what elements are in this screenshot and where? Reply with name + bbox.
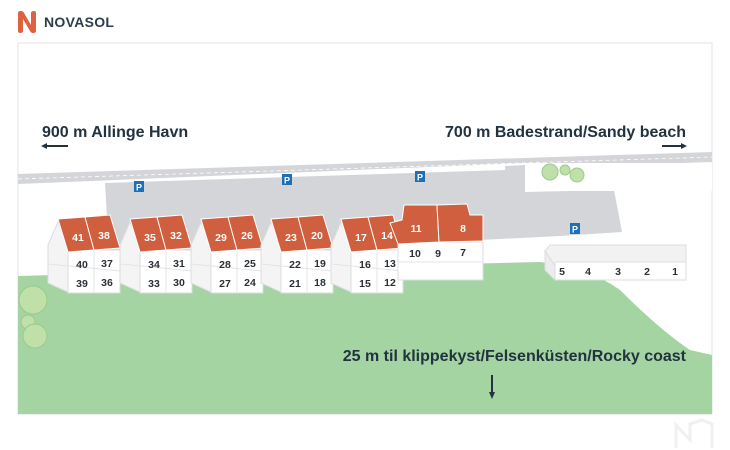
novasol-logo-icon	[18, 11, 36, 33]
unit-number[interactable]: 41	[72, 232, 84, 244]
building-block: 11 8 10 9 7	[389, 203, 484, 281]
unit-number[interactable]: 27	[219, 278, 231, 290]
arrow-left-icon	[41, 143, 68, 149]
unit-number[interactable]: 10	[409, 248, 421, 260]
parking-label: P	[136, 183, 142, 193]
unit-number[interactable]: 38	[98, 230, 110, 242]
unit-number[interactable]: 40	[76, 259, 88, 271]
grass-area	[18, 262, 712, 414]
unit-number[interactable]: 31	[173, 258, 185, 270]
unit-number[interactable]: 9	[435, 248, 441, 260]
unit-number[interactable]: 37	[101, 258, 113, 270]
parking-icon: P	[134, 181, 144, 193]
brand-logo[interactable]: NOVASOL	[16, 10, 114, 34]
unit-number[interactable]: 3	[615, 266, 621, 278]
parking-label: P	[572, 225, 578, 235]
unit-number[interactable]: 4	[585, 266, 591, 278]
building-block: 35 32 34 31 33 30	[119, 214, 193, 294]
watermark-logo	[674, 418, 714, 448]
unit-number[interactable]: 2	[644, 266, 650, 278]
unit-number[interactable]: 35	[144, 232, 156, 244]
parking-label: P	[284, 176, 290, 186]
unit-number[interactable]: 21	[289, 278, 301, 290]
parking-icon: P	[570, 223, 580, 235]
coast-label: 25 m til klippekyst/Felsenküsten/Rocky c…	[343, 348, 687, 365]
unit-number[interactable]: 19	[314, 258, 326, 270]
unit-number[interactable]: 11	[410, 223, 421, 235]
unit-number[interactable]: 39	[76, 278, 88, 290]
unit-number[interactable]: 33	[148, 278, 160, 290]
unit-number[interactable]: 7	[460, 247, 466, 259]
right-direction-label: 700 m Badestrand/Sandy beach	[445, 124, 686, 141]
unit-number[interactable]: 24	[244, 277, 256, 289]
arrow-down-icon	[489, 375, 495, 399]
brand-name: NOVASOL	[44, 14, 115, 30]
unit-number[interactable]: 17	[355, 232, 367, 244]
unit-number[interactable]: 15	[359, 278, 371, 290]
parking-label: P	[417, 173, 423, 183]
building-block: 41 38 40 37 39 36	[47, 214, 121, 294]
unit-number[interactable]: 29	[215, 232, 227, 244]
unit-number[interactable]: 18	[314, 277, 326, 289]
unit-number[interactable]: 25	[244, 258, 256, 270]
unit-number[interactable]: 12	[384, 277, 396, 289]
building-block: 23 20 22 19 21 18	[260, 214, 334, 294]
unit-number[interactable]: 36	[101, 277, 113, 289]
parking-icon: P	[282, 174, 292, 186]
arrow-right-icon	[662, 143, 687, 149]
unit-number[interactable]: 28	[219, 259, 231, 271]
unit-number[interactable]: 16	[359, 259, 371, 271]
unit-number[interactable]: 32	[170, 230, 182, 242]
building-block: 29 26 28 25 27 24	[190, 214, 264, 294]
unit-number[interactable]: 14	[381, 230, 393, 242]
tree-icon	[18, 285, 48, 349]
unit-number[interactable]: 8	[460, 223, 466, 235]
unit-number[interactable]: 5	[559, 266, 565, 278]
tree-icon	[541, 163, 585, 183]
terrace-building: 5 4 3 2 1	[544, 244, 687, 282]
unit-number[interactable]: 22	[289, 259, 301, 271]
roof-unit[interactable]	[436, 203, 484, 243]
unit-number[interactable]: 13	[384, 258, 396, 270]
road	[17, 152, 713, 184]
unit-number[interactable]: 26	[241, 230, 253, 242]
unit-number[interactable]: 20	[311, 230, 323, 242]
unit-number[interactable]: 34	[148, 259, 160, 271]
left-direction-label: 900 m Allinge Havn	[42, 124, 188, 141]
parking-icon: P	[415, 171, 425, 183]
unit-number[interactable]: 30	[173, 277, 185, 289]
unit-number[interactable]: 23	[285, 232, 297, 244]
unit-number[interactable]: 1	[672, 266, 678, 278]
